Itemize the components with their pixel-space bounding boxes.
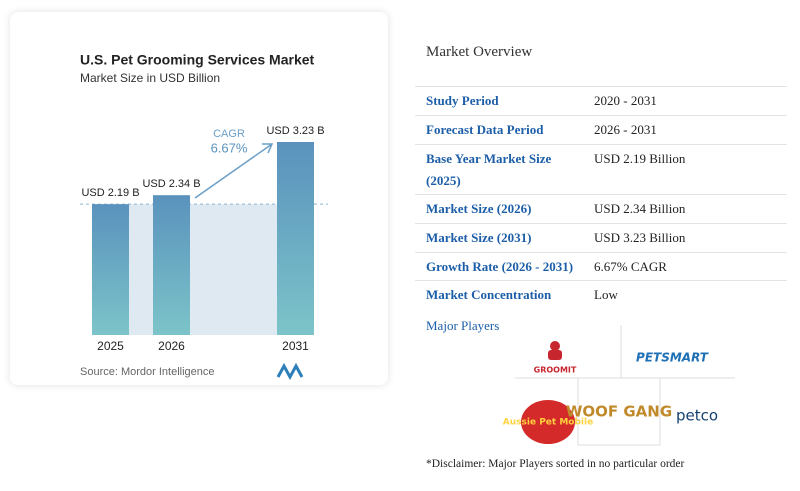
x-tick-label: 2026 <box>158 339 185 353</box>
table-row: Study Period 2020 - 2031 <box>415 86 787 116</box>
row-label: Growth Rate (2026 - 2031) <box>426 259 574 274</box>
table-row: Market Size (2026) USD 2.34 Billion <box>415 194 787 224</box>
row-value: 2026 - 2031 <box>594 122 657 137</box>
cagr-arrow <box>194 143 274 199</box>
table-row: Growth Rate (2026 - 2031) 6.67% CAGR <box>415 252 787 281</box>
row-label: Study Period <box>426 93 499 108</box>
chart-subtitle: Market Size in USD Billion <box>80 71 220 85</box>
player-logo: WOOF GANG <box>566 403 672 421</box>
player-logo: petco <box>676 407 718 425</box>
bar <box>277 142 314 335</box>
chart: U.S. Pet Grooming Services Market Market… <box>80 52 328 381</box>
row-value: 6.67% CAGR <box>594 259 667 274</box>
value-label: USD 2.34 B <box>142 178 200 190</box>
table-row: Forecast Data Period 2026 - 2031 <box>415 115 787 145</box>
overview-title: Market Overview <box>426 44 533 60</box>
row-value: Low <box>594 287 618 302</box>
source: Source: Mordor Intelligence <box>80 366 215 378</box>
row-label: Market Size (2031) <box>426 230 532 245</box>
x-tick-label: 2031 <box>282 339 309 353</box>
row-label: Market Concentration <box>426 287 552 302</box>
cagr-label: CAGR <box>213 128 245 140</box>
value-label: USD 2.19 B <box>81 187 139 199</box>
cagr-value: 6.67% <box>211 140 248 155</box>
row-label: Forecast Data Period <box>426 122 544 137</box>
row-value: USD 2.19 Billion <box>594 151 686 166</box>
player-logo: Aussie Pet Mobile <box>503 418 593 428</box>
bar <box>153 195 190 335</box>
value-label: USD 3.23 B <box>266 125 324 137</box>
player-logo: GROOMIT <box>534 366 577 375</box>
players-title: Major Players <box>426 318 500 333</box>
growth-band <box>129 204 277 335</box>
player-logo: PETSMART <box>636 351 709 365</box>
bar <box>92 204 129 335</box>
table-row: Market Size (2031) USD 3.23 Billion <box>415 223 787 253</box>
row-label: Market Size (2026) <box>426 201 532 216</box>
table-row: Base Year Market Size (2025) USD 2.19 Bil… <box>415 144 787 195</box>
row-label: Base Year Market Size (2025) <box>426 151 552 188</box>
row-value: USD 3.23 Billion <box>594 230 686 245</box>
disclaimer: *Disclaimer: Major Players sorted in no … <box>426 458 685 470</box>
x-tick-label: 2025 <box>97 339 124 353</box>
row-value: 2020 - 2031 <box>594 93 657 108</box>
row-value: USD 2.34 Billion <box>594 201 686 216</box>
table-row: Market Concentration Low <box>415 280 787 310</box>
logo <box>276 362 304 381</box>
chart-title: U.S. Pet Grooming Services Market <box>80 52 315 68</box>
overview: Market Overview Major Players *Disclaime… <box>415 0 800 491</box>
